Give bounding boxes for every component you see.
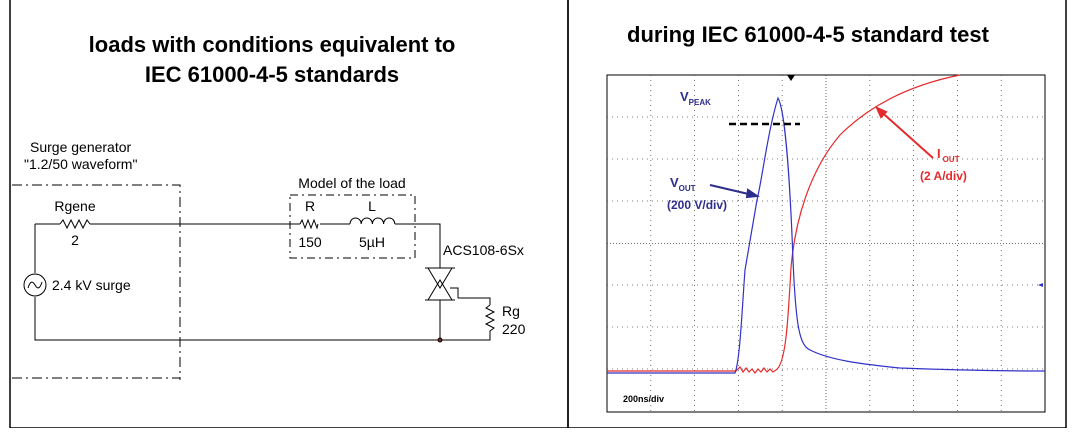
left-title-1: loads with conditions equivalent to <box>89 32 456 57</box>
load-name: Model of the load <box>298 175 405 191</box>
source-label: 2.4 kV surge <box>52 277 131 293</box>
generator-name: Surge generator <box>30 139 132 155</box>
left-title-2: IEC 61000-4-5 standards <box>145 62 399 87</box>
rgene-label: Rgene <box>54 198 95 214</box>
r-value: 150 <box>298 234 322 250</box>
l-value: 5µH <box>359 234 385 250</box>
device-label: ACS108-6Sx <box>443 242 524 258</box>
vout-scale: (200 V/div) <box>667 198 727 212</box>
scope-screen <box>606 74 1046 413</box>
l-label: L <box>368 198 376 214</box>
right-title: during IEC 61000-4-5 standard test <box>627 22 990 47</box>
circuit <box>12 184 496 380</box>
rg-label: Rg <box>502 303 520 319</box>
vpeak-sub: PEAK <box>689 98 711 107</box>
iout-scale: (2 A/div) <box>920 169 967 183</box>
vout-sub: OUT <box>679 184 696 193</box>
rg-value: 220 <box>502 321 526 337</box>
vpeak-label: VPEAK <box>680 89 711 107</box>
generator-waveform: "1.2/50 waveform" <box>24 156 137 172</box>
r-label: R <box>305 198 315 214</box>
iout-sub: OUT <box>943 155 960 164</box>
rgene-value: 2 <box>71 232 79 248</box>
vout-main: V <box>670 175 679 190</box>
vout-label: VOUT <box>670 175 696 193</box>
timebase: 200ns/div <box>623 394 664 404</box>
iout-main: I <box>937 146 941 161</box>
iout-label: I OUT <box>937 146 960 164</box>
vpeak-main: V <box>680 89 689 104</box>
